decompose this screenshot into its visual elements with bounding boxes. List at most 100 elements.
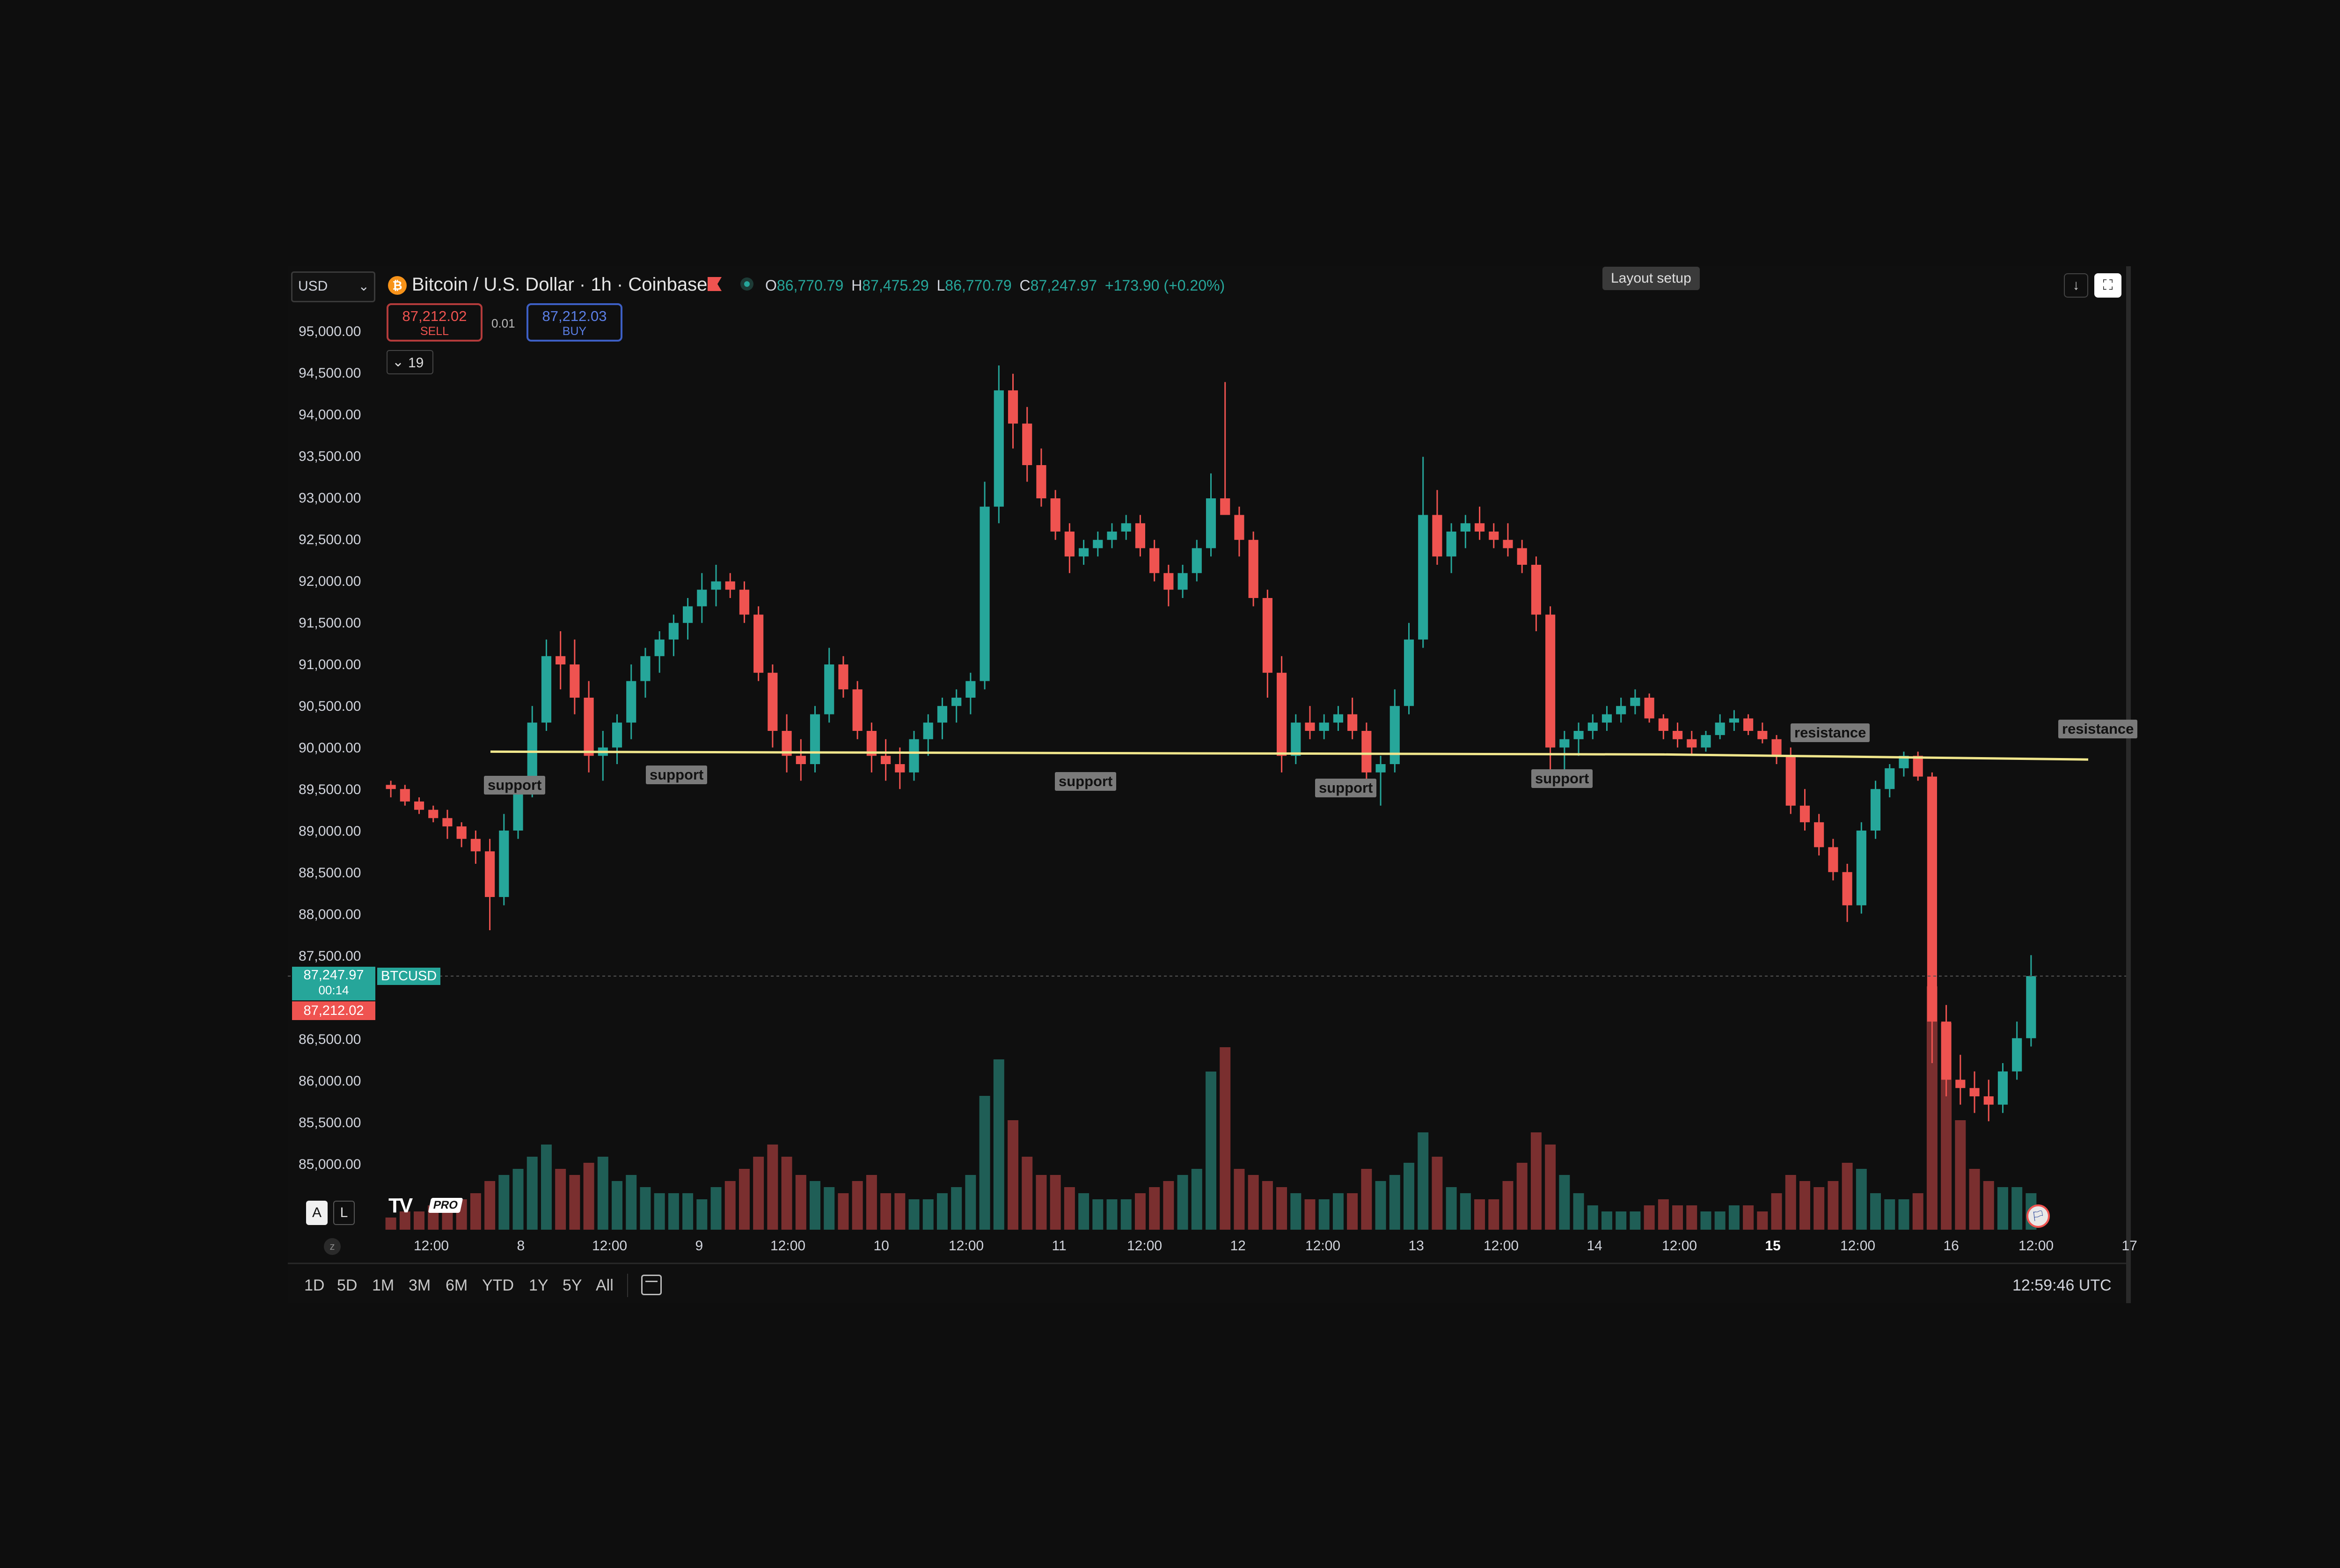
indicators-count: 19 bbox=[408, 355, 424, 371]
resistance-annotation[interactable]: resistance bbox=[1791, 723, 1870, 742]
candle-body bbox=[1220, 498, 1230, 515]
tradingview-logo[interactable]: TV PRO bbox=[388, 1194, 468, 1218]
volume-bar bbox=[824, 1187, 835, 1230]
candle-body bbox=[1799, 805, 1810, 823]
volume-bar bbox=[1191, 1169, 1202, 1230]
volume-bar bbox=[710, 1187, 722, 1230]
volume-bar bbox=[1658, 1199, 1669, 1230]
candle-body bbox=[527, 722, 537, 789]
volume-bar bbox=[640, 1187, 651, 1230]
volume-bar bbox=[1814, 1187, 1825, 1230]
symbol-title[interactable]: Bitcoin / U.S. Dollar · 1h · Coinbase bbox=[412, 274, 708, 295]
candle-body bbox=[400, 789, 410, 802]
volume-bar bbox=[1163, 1181, 1174, 1230]
range-button-5d[interactable]: 5D bbox=[337, 1276, 358, 1294]
download-icon[interactable]: ↓ bbox=[2064, 273, 2088, 298]
volume-bar bbox=[1799, 1181, 1810, 1230]
candle-body bbox=[1234, 515, 1244, 540]
candle-body bbox=[1983, 1096, 1994, 1105]
price-tick-label: 88,000.00 bbox=[299, 907, 361, 922]
volume-bar bbox=[1502, 1181, 1514, 1230]
candle-body bbox=[1418, 515, 1428, 640]
range-button-5y[interactable]: 5Y bbox=[563, 1276, 582, 1294]
resistance-annotation[interactable]: resistance bbox=[2058, 720, 2138, 738]
range-button-ytd[interactable]: YTD bbox=[482, 1276, 514, 1294]
volume-bar bbox=[1474, 1199, 1485, 1230]
candle-body bbox=[499, 831, 509, 897]
range-button-1d[interactable]: 1D bbox=[304, 1276, 325, 1294]
candle-body bbox=[1079, 548, 1089, 557]
support-level-line[interactable] bbox=[490, 750, 1667, 756]
last-price-tag: 87,247.97 00:14 bbox=[292, 967, 375, 1000]
range-button-1m[interactable]: 1M bbox=[372, 1276, 395, 1294]
volume-bar bbox=[908, 1199, 920, 1230]
candle-body bbox=[1389, 706, 1400, 764]
timezone-icon[interactable]: z bbox=[324, 1238, 341, 1255]
ohlc-readout: O86,770.79 H87,475.29 L86,770.79 C87,247… bbox=[765, 277, 1225, 294]
time-tick-label: 11 bbox=[1052, 1238, 1067, 1254]
currency-label: USD bbox=[298, 278, 328, 294]
volume-bar bbox=[1686, 1205, 1697, 1230]
auto-scale-button[interactable]: A bbox=[306, 1201, 328, 1225]
candle-body bbox=[1107, 532, 1117, 540]
candle-body bbox=[753, 614, 764, 673]
range-button-3m[interactable]: 3M bbox=[409, 1276, 431, 1294]
range-button-6m[interactable]: 6M bbox=[446, 1276, 468, 1294]
volume-bar bbox=[1545, 1145, 1556, 1230]
candle-body bbox=[725, 581, 735, 590]
time-tick-label: 12:00 bbox=[770, 1238, 806, 1254]
time-tick-label: 12:00 bbox=[1840, 1238, 1876, 1254]
volume-bar bbox=[1078, 1193, 1090, 1230]
resistance-level-line[interactable] bbox=[1666, 753, 2089, 761]
sell-button[interactable]: 87,212.02 SELL bbox=[387, 303, 483, 342]
range-button-all[interactable]: All bbox=[596, 1276, 614, 1294]
volume-bar bbox=[795, 1175, 806, 1230]
volume-bar bbox=[498, 1175, 510, 1230]
volume-bar bbox=[1177, 1175, 1188, 1230]
right-scrollbar[interactable] bbox=[2126, 266, 2131, 1303]
candle-body bbox=[711, 581, 721, 590]
candle-body bbox=[1616, 706, 1626, 715]
candle-body bbox=[881, 756, 891, 764]
support-annotation[interactable]: support bbox=[646, 766, 708, 784]
log-scale-button[interactable]: L bbox=[333, 1201, 355, 1225]
volume-bar bbox=[541, 1145, 552, 1230]
candle-body bbox=[1177, 573, 1188, 590]
volume-bar bbox=[1120, 1199, 1132, 1230]
candle-body bbox=[937, 706, 948, 723]
buy-button[interactable]: 87,212.03 BUY bbox=[526, 303, 622, 342]
support-annotation[interactable]: support bbox=[484, 776, 546, 795]
volume-bar bbox=[1559, 1175, 1570, 1230]
buy-price: 87,212.03 bbox=[542, 308, 607, 324]
volume-bar bbox=[1220, 1047, 1231, 1230]
goto-realtime-icon[interactable]: 🏳 bbox=[2026, 1204, 2050, 1228]
volume-bar bbox=[2011, 1187, 2023, 1230]
volume-bar bbox=[979, 1096, 990, 1230]
support-annotation[interactable]: support bbox=[1531, 769, 1593, 788]
time-tick-label: 12:00 bbox=[949, 1238, 984, 1254]
support-annotation[interactable]: support bbox=[1315, 779, 1377, 797]
candle-body bbox=[951, 698, 962, 706]
volume-bar bbox=[838, 1193, 849, 1230]
volume-bars bbox=[385, 986, 2037, 1230]
fullscreen-icon[interactable]: ⛶ bbox=[2094, 273, 2121, 298]
volume-bar bbox=[922, 1199, 934, 1230]
candle-body bbox=[584, 698, 594, 756]
utc-clock[interactable]: 12:59:46 UTC bbox=[2012, 1276, 2112, 1294]
range-button-1y[interactable]: 1Y bbox=[529, 1276, 548, 1294]
support-annotation[interactable]: support bbox=[1055, 772, 1117, 791]
price-tick-label: 89,000.00 bbox=[299, 824, 361, 839]
volume-bar bbox=[1856, 1169, 1867, 1230]
currency-select[interactable]: USD ⌄ bbox=[291, 271, 375, 302]
candle-body bbox=[796, 756, 806, 764]
candle-body bbox=[739, 590, 750, 615]
candle-body bbox=[626, 681, 636, 723]
indicators-toggle[interactable]: ⌄ 19 bbox=[387, 350, 433, 374]
volume-bar bbox=[767, 1145, 778, 1230]
candle-body bbox=[1503, 540, 1513, 548]
candle-body bbox=[1658, 718, 1668, 731]
candle-body bbox=[1587, 722, 1598, 731]
candle-body bbox=[456, 826, 467, 839]
calendar-icon[interactable] bbox=[641, 1275, 662, 1295]
